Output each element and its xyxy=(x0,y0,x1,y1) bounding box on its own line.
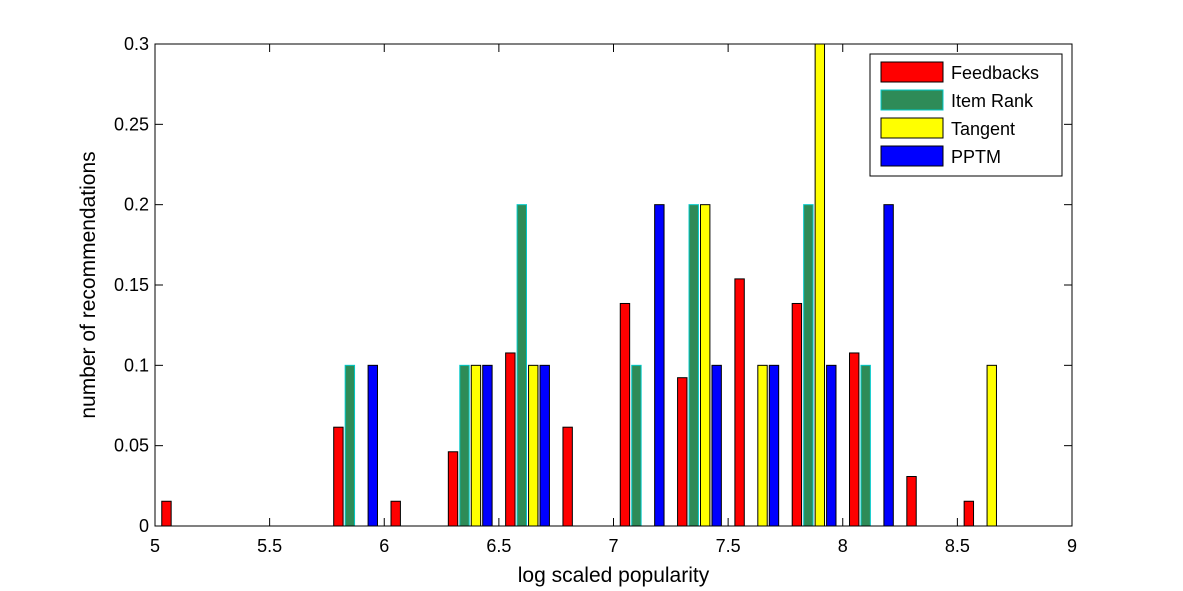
bar-feedbacks xyxy=(906,476,917,527)
bar-tangent xyxy=(700,204,711,527)
bar-feedbacks xyxy=(390,500,401,527)
bar-item-rank xyxy=(459,364,470,527)
y-tick-label: 0 xyxy=(139,516,149,536)
legend-label-pptm: PPTM xyxy=(951,147,1001,167)
bar-pptm xyxy=(826,364,837,527)
legend-swatch-feedbacks xyxy=(880,61,944,83)
legend-swatch-tangent xyxy=(880,117,944,139)
y-axis-ticks: 0 0.05 0.1 0.15 0.2 0.25 0.3 xyxy=(114,34,1072,536)
bar-feedbacks xyxy=(963,500,975,527)
legend-swatch-pptm xyxy=(880,145,944,167)
y-tick-label: 0.2 xyxy=(124,195,149,215)
bar-pptm xyxy=(711,364,722,527)
bar-feedbacks xyxy=(734,278,745,527)
bar-pptm xyxy=(539,364,550,527)
legend: Feedbacks Item Rank Tangent PPTM xyxy=(869,53,1063,177)
bar-tangent xyxy=(528,364,539,527)
x-tick-label: 8 xyxy=(838,536,848,556)
bar-item-rank xyxy=(860,364,871,527)
y-tick-label: 0.05 xyxy=(114,436,149,456)
bar-item-rank xyxy=(803,204,814,527)
bar-tangent xyxy=(470,364,482,527)
bar-feedbacks xyxy=(333,426,344,527)
bar-feedbacks xyxy=(677,377,688,527)
bar-feedbacks xyxy=(505,352,516,527)
y-axis-label: number of recommendations xyxy=(77,151,100,418)
x-tick-label: 7.5 xyxy=(716,536,741,556)
y-tick-label: 0.3 xyxy=(124,34,149,54)
x-tick-label: 7 xyxy=(608,536,618,556)
bar-feedbacks xyxy=(562,426,573,527)
legend-label-feedbacks: Feedbacks xyxy=(951,63,1039,83)
bar-feedbacks xyxy=(447,451,459,527)
y-tick-label: 0.25 xyxy=(114,114,149,134)
bar-item-rank xyxy=(516,204,527,527)
bar-tangent xyxy=(757,364,768,527)
bar-item-rank xyxy=(344,364,356,527)
legend-label-item-rank: Item Rank xyxy=(951,91,1034,111)
bars-layer xyxy=(161,43,1066,527)
x-tick-label: 8.5 xyxy=(945,536,970,556)
bar-pptm xyxy=(768,364,780,527)
y-tick-label: 0.15 xyxy=(114,275,149,295)
bar-pptm xyxy=(883,204,894,527)
x-axis-ticks: 5 5.5 6 6.5 7 7.5 8 8.5 9 xyxy=(150,44,1077,556)
bar-feedbacks xyxy=(619,302,631,527)
bar-item-rank xyxy=(631,364,642,527)
y-tick-label: 0.1 xyxy=(124,355,149,375)
x-tick-label: 6 xyxy=(379,536,389,556)
x-axis-label: log scaled popularity xyxy=(518,564,710,587)
bar-feedbacks xyxy=(849,352,860,527)
bar-tangent xyxy=(986,364,997,527)
bar-item-rank xyxy=(688,204,699,527)
bar-feedbacks xyxy=(161,500,172,527)
bar-pptm xyxy=(654,204,665,527)
bar-pptm xyxy=(482,364,493,527)
legend-label-tangent: Tangent xyxy=(951,119,1015,139)
bar-feedbacks xyxy=(791,302,803,527)
x-tick-label: 5 xyxy=(150,536,160,556)
x-tick-label: 6.5 xyxy=(486,536,511,556)
x-tick-label: 5.5 xyxy=(257,536,282,556)
bar-pptm xyxy=(367,364,378,527)
bar-tangent xyxy=(814,43,826,527)
legend-swatch-item-rank xyxy=(880,89,944,111)
x-tick-label: 9 xyxy=(1067,536,1077,556)
